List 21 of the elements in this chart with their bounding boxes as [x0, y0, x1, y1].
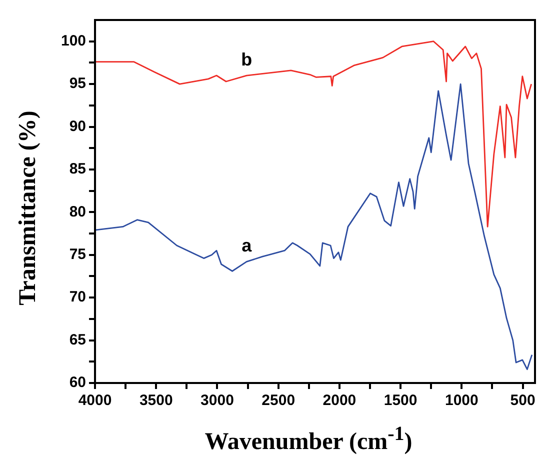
annotation: a: [242, 236, 253, 256]
x-tick-label: 4000: [78, 392, 112, 410]
y-axis-title: Transmittance (%): [14, 110, 42, 306]
x-tick-label: 2000: [322, 392, 356, 410]
x-tick-label: 1500: [384, 392, 418, 410]
y-tick-label: 75: [69, 246, 86, 264]
y-tick-label: 60: [69, 374, 86, 392]
y-tick-label: 70: [69, 288, 86, 306]
x-axis-title: Wavenumber (cm$^{-1}$): [204, 422, 414, 457]
x-tick-label: 500: [510, 392, 536, 410]
y-tick-label: 90: [69, 118, 86, 135]
annotation: b: [241, 49, 252, 70]
x-tick-label: 1000: [444, 392, 478, 410]
y-tick-label: 85: [69, 160, 86, 178]
y-tick-label: 95: [69, 75, 86, 92]
x-tick-label: 2500: [262, 392, 296, 410]
y-tick-label: 100: [60, 32, 86, 50]
x-tick-label: 3000: [200, 392, 234, 410]
y-tick-label: 80: [69, 203, 86, 220]
x-tick-label: 3500: [139, 392, 173, 410]
y-tick-label: 65: [69, 331, 86, 348]
